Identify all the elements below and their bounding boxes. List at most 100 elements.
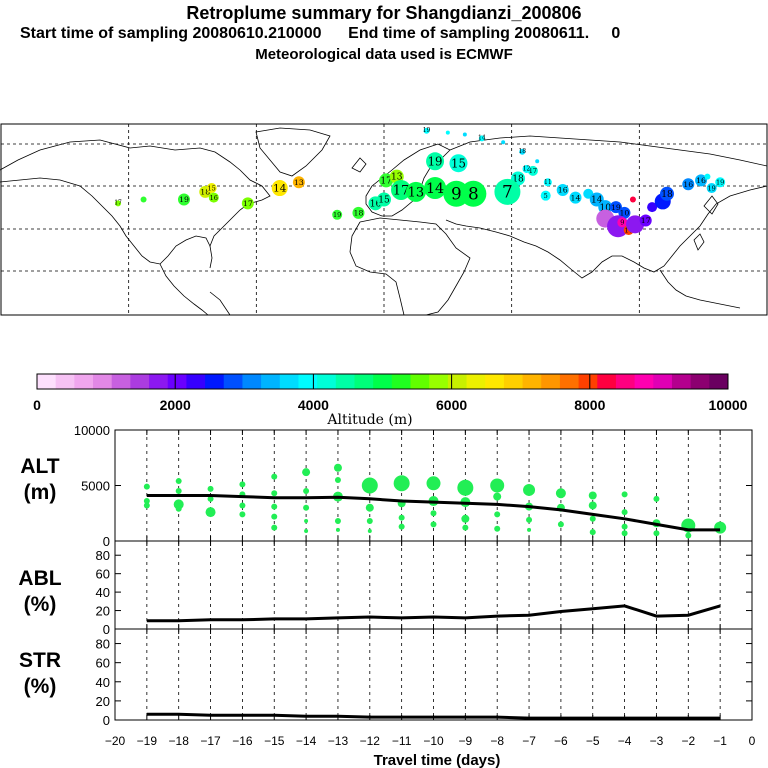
map-plume-point xyxy=(519,148,526,155)
alt-plume-point xyxy=(494,525,501,532)
y-tick-label: 40 xyxy=(96,585,110,600)
map-day-label: 17 xyxy=(243,199,253,208)
map-day-label: 19 xyxy=(423,127,431,134)
map-plume-point xyxy=(501,140,506,145)
alt-plume-point xyxy=(239,481,246,488)
alt-plume-point xyxy=(653,530,660,537)
alt-plume-point xyxy=(588,501,597,510)
map-plume-point xyxy=(140,196,147,203)
colorbar-swatch xyxy=(354,374,374,389)
colorbar-swatch xyxy=(205,374,225,389)
x-tick-label: −17 xyxy=(200,734,221,748)
map-day-label: 13 xyxy=(408,185,425,200)
map-plume-point xyxy=(659,186,674,201)
x-tick-label: −15 xyxy=(264,734,285,748)
colorbar-swatch xyxy=(167,374,187,389)
alt-plume-point xyxy=(239,511,246,518)
x-tick-label: −12 xyxy=(360,734,381,748)
map-plume-point xyxy=(208,192,219,203)
map-plume-point xyxy=(639,214,652,227)
colorbar-tick-label: 4000 xyxy=(298,397,329,413)
map-day-label: 19 xyxy=(708,184,716,192)
alt-plume-point xyxy=(303,504,310,511)
map-plume-point xyxy=(271,180,288,197)
alt-plume-point xyxy=(334,518,341,525)
map-plume-point xyxy=(115,200,122,207)
alt-plume-point xyxy=(621,509,628,516)
alt-plume-point xyxy=(334,476,341,483)
colorbar-swatch xyxy=(261,374,281,389)
colorbar-swatch xyxy=(466,374,486,389)
x-tick-label: −2 xyxy=(681,734,695,748)
alt-plume-point xyxy=(589,529,596,536)
alt-plume-point xyxy=(367,529,372,534)
x-tick-label: −19 xyxy=(137,734,158,748)
y-tick-label: 40 xyxy=(96,675,110,690)
colorbar-swatch xyxy=(709,374,729,389)
x-tick-label: −3 xyxy=(650,734,664,748)
map-day-label: 18 xyxy=(354,209,364,218)
alt-plume-point xyxy=(173,499,184,510)
colorbar-swatch xyxy=(447,374,468,389)
map-plume-point xyxy=(609,201,622,214)
alt-plume-point xyxy=(462,524,469,531)
str-unit: (%) xyxy=(24,675,57,698)
alt-plume-point xyxy=(430,521,437,528)
y-tick-label: 60 xyxy=(96,656,110,671)
alt-plume-point xyxy=(430,510,437,517)
map-day-label: 19 xyxy=(333,211,341,219)
colorbar-tick-label: 0 xyxy=(33,397,41,413)
abl-label: ABL xyxy=(18,567,61,590)
x-tick-label: −16 xyxy=(232,734,253,748)
map-day-label: 18 xyxy=(518,148,526,155)
alt-plume-point xyxy=(621,491,628,498)
alt-plume-point xyxy=(493,492,502,501)
map-plume-point xyxy=(556,183,569,196)
colorbar-swatch xyxy=(37,374,57,389)
alt-plume-point xyxy=(588,491,597,500)
colorbar-swatch xyxy=(223,374,243,389)
map-plume-point xyxy=(424,177,447,200)
map-plume-point xyxy=(445,130,450,135)
alt-plume-point xyxy=(302,468,311,477)
colorbar-swatch xyxy=(634,374,654,389)
map-day-label: 9 xyxy=(451,184,462,204)
map-plume-point xyxy=(706,183,717,194)
alt-plume-point xyxy=(271,513,278,520)
alt-plume-point xyxy=(205,507,216,518)
map-plume-point xyxy=(352,206,365,219)
alt-plume-point xyxy=(714,521,727,534)
colorbar-swatch xyxy=(186,374,206,389)
map-plume-point xyxy=(522,164,531,173)
alt-plume-point xyxy=(621,530,628,537)
map-day-label: 15 xyxy=(451,156,466,170)
map-day-label: 16 xyxy=(696,176,706,185)
alt-plume-point xyxy=(621,523,628,530)
map-day-label: 17 xyxy=(380,177,392,187)
colorbar-tick-label: 6000 xyxy=(436,397,467,413)
map-plume-point xyxy=(206,183,217,194)
alt-plume-point xyxy=(490,478,505,493)
alt-plume-point xyxy=(304,529,309,534)
map-day-label: 17 xyxy=(393,183,410,198)
x-axis-label: Travel time (days) xyxy=(374,752,501,768)
alt-plume-point xyxy=(589,515,596,522)
colorbar-swatch xyxy=(429,374,449,389)
alt-plume-point xyxy=(523,483,536,496)
colorbar-swatch xyxy=(578,374,598,389)
colorbar-swatch xyxy=(130,374,150,389)
colorbar-swatch xyxy=(149,374,169,389)
met-data-line: Meteorological data used is ECMWF xyxy=(255,46,513,63)
map-day-label: 16 xyxy=(210,194,218,202)
map-day-label: 14 xyxy=(591,196,603,206)
x-tick-label: −9 xyxy=(459,734,473,748)
abl-panel: 0 20 40 60 80 xyxy=(96,540,753,637)
alt-plume-point xyxy=(143,483,150,490)
colorbar-swatch xyxy=(615,374,636,389)
map-day-label: 9 xyxy=(620,219,624,227)
map-plume-point xyxy=(332,209,343,220)
alt-plume-point xyxy=(361,477,378,494)
colorbar-swatch xyxy=(111,374,131,389)
x-tick-label: −10 xyxy=(423,734,444,748)
